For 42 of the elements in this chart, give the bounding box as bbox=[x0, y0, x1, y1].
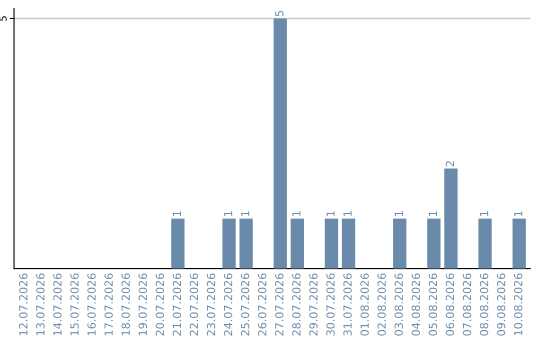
x-tick-label: 22.07.2026 bbox=[190, 273, 198, 336]
x-tick-label: 20.07.2026 bbox=[156, 273, 164, 336]
x-tick-label: 08.08.2026 bbox=[480, 273, 488, 336]
x-tick-label: 03.08.2026 bbox=[394, 273, 403, 336]
x-tick-label: 16.07.2026 bbox=[87, 273, 96, 336]
x-tick-label: 18.07.2026 bbox=[121, 273, 130, 336]
x-tick-label: 07.08.2026 bbox=[462, 273, 472, 336]
x-tick-label: 10.08.2026 bbox=[514, 273, 522, 336]
x-tick-label: 12.07.2026 bbox=[19, 273, 28, 336]
x-tick-label: 31.07.2026 bbox=[343, 273, 352, 336]
data-label: 1 bbox=[428, 211, 437, 216]
data-label: 1 bbox=[343, 211, 352, 216]
x-tick-label: 14.07.2026 bbox=[53, 273, 62, 336]
data-label: 1 bbox=[224, 211, 232, 216]
x-tick-label: 04.08.2026 bbox=[412, 273, 420, 336]
x-tick-label: 05.08.2026 bbox=[428, 273, 438, 336]
x-tick-label: 29.07.2026 bbox=[309, 273, 318, 336]
x-tick-label: 26.07.2026 bbox=[258, 273, 266, 336]
data-label: 1 bbox=[241, 211, 250, 216]
x-tick-label: 21.07.2026 bbox=[172, 273, 182, 336]
x-tick-label: 17.07.2026 bbox=[104, 273, 113, 336]
x-tick-label: 24.07.2026 bbox=[224, 273, 232, 336]
x-tick-label: 30.07.2026 bbox=[326, 273, 335, 336]
x-tick-label: 02.08.2026 bbox=[377, 273, 386, 336]
data-label: 1 bbox=[480, 211, 488, 216]
data-label: 1 bbox=[514, 211, 522, 216]
data-label: 2 bbox=[446, 161, 454, 166]
x-tick-label: 13.07.2026 bbox=[36, 273, 45, 336]
x-tick-label: 06.08.2026 bbox=[446, 273, 454, 336]
data-label: 1 bbox=[394, 211, 403, 216]
data-label: 1 bbox=[172, 211, 181, 216]
data-label: 1 bbox=[326, 211, 335, 216]
x-tick-label: 01.08.2026 bbox=[360, 273, 369, 336]
x-tick-label: 09.08.2026 bbox=[496, 273, 506, 336]
x-tick-label: 23.07.2026 bbox=[206, 273, 216, 336]
data-label: 1 bbox=[292, 211, 300, 216]
x-tick-label: 25.07.2026 bbox=[240, 273, 250, 336]
x-tick-label: 15.07.2026 bbox=[70, 273, 79, 336]
x-tick-label: 28.07.2026 bbox=[292, 273, 301, 336]
x-tick-label: 19.07.2026 bbox=[138, 273, 147, 336]
data-label: 5 bbox=[275, 11, 284, 16]
x-tick-label: 27.07.2026 bbox=[275, 273, 284, 336]
